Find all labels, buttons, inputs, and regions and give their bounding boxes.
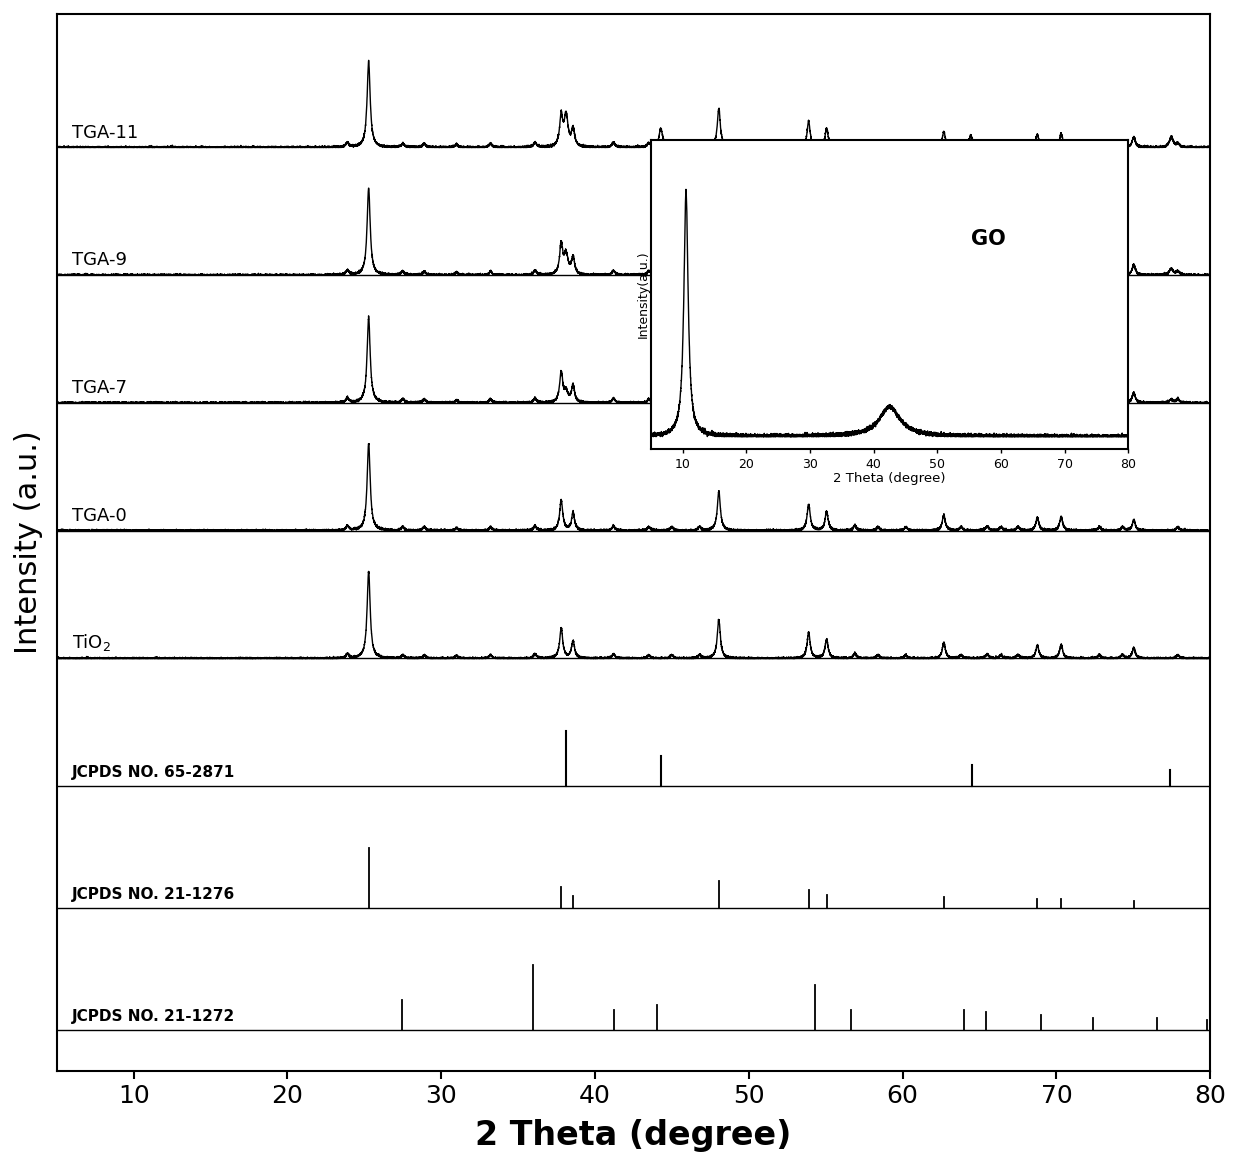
Text: TGA-11: TGA-11 xyxy=(72,124,139,141)
Text: TGA-0: TGA-0 xyxy=(72,507,126,525)
Y-axis label: Intensity (a.u.): Intensity (a.u.) xyxy=(14,430,43,654)
Text: JCPDS NO. 21-1276: JCPDS NO. 21-1276 xyxy=(72,887,236,902)
Text: GO: GO xyxy=(971,229,1006,248)
Text: JCPDS NO. 65-2871: JCPDS NO. 65-2871 xyxy=(72,765,236,780)
Y-axis label: Intensity(a.u.): Intensity(a.u.) xyxy=(636,251,650,338)
Text: TGA-7: TGA-7 xyxy=(72,379,128,398)
X-axis label: 2 Theta (degree): 2 Theta (degree) xyxy=(833,472,946,485)
Text: JCPDS NO. 21-1272: JCPDS NO. 21-1272 xyxy=(72,1010,236,1025)
Text: TiO$_2$: TiO$_2$ xyxy=(72,632,112,653)
Text: TGA-9: TGA-9 xyxy=(72,252,128,269)
X-axis label: 2 Theta (degree): 2 Theta (degree) xyxy=(475,1119,791,1152)
